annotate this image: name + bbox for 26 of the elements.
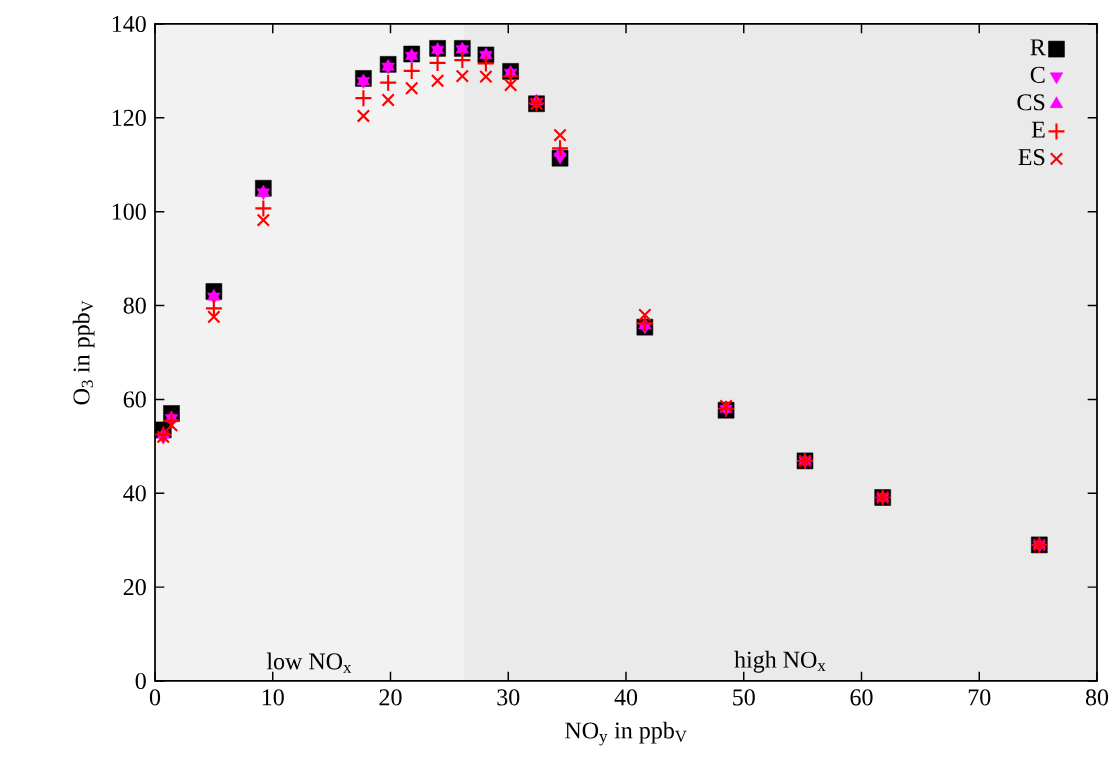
x-tick-label: 10 xyxy=(262,689,284,706)
x-tick-label: 40 xyxy=(614,689,638,706)
band-label: high NO$_{x}$ xyxy=(734,650,826,673)
legend-label: R xyxy=(1030,39,1046,56)
legend-label: E xyxy=(1031,121,1045,138)
band-label: low NO$_{x}$ xyxy=(266,652,352,673)
y-axis-title: O$_{3}$ in ppb$_{V}$ xyxy=(72,300,95,405)
x-tick-label: 80 xyxy=(1085,689,1109,706)
y-tick-label: 140 xyxy=(112,15,146,33)
x-tick-label: 50 xyxy=(733,689,755,706)
x-tick-label: 20 xyxy=(379,689,402,706)
y-tick-label: 120 xyxy=(112,109,146,126)
y-tick-label: 0 xyxy=(135,672,146,690)
x-tick-label: 70 xyxy=(968,689,991,706)
x-tick-label: 0 xyxy=(149,689,161,706)
x-axis-title: NO$_{y}$ in ppb$_{V}$ xyxy=(565,721,687,746)
legend-label: CS xyxy=(1017,94,1045,111)
x-tick-label: 60 xyxy=(850,689,873,706)
y-tick-label: 40 xyxy=(123,485,146,502)
y-tick-label: 80 xyxy=(123,297,146,314)
legend-label: C xyxy=(1030,66,1045,83)
y-tick-label: 60 xyxy=(123,391,146,408)
legend-label: ES xyxy=(1018,149,1045,166)
y-tick-label: 20 xyxy=(123,579,146,596)
x-tick-label: 30 xyxy=(497,689,520,706)
y-tick-label: 100 xyxy=(112,203,146,220)
